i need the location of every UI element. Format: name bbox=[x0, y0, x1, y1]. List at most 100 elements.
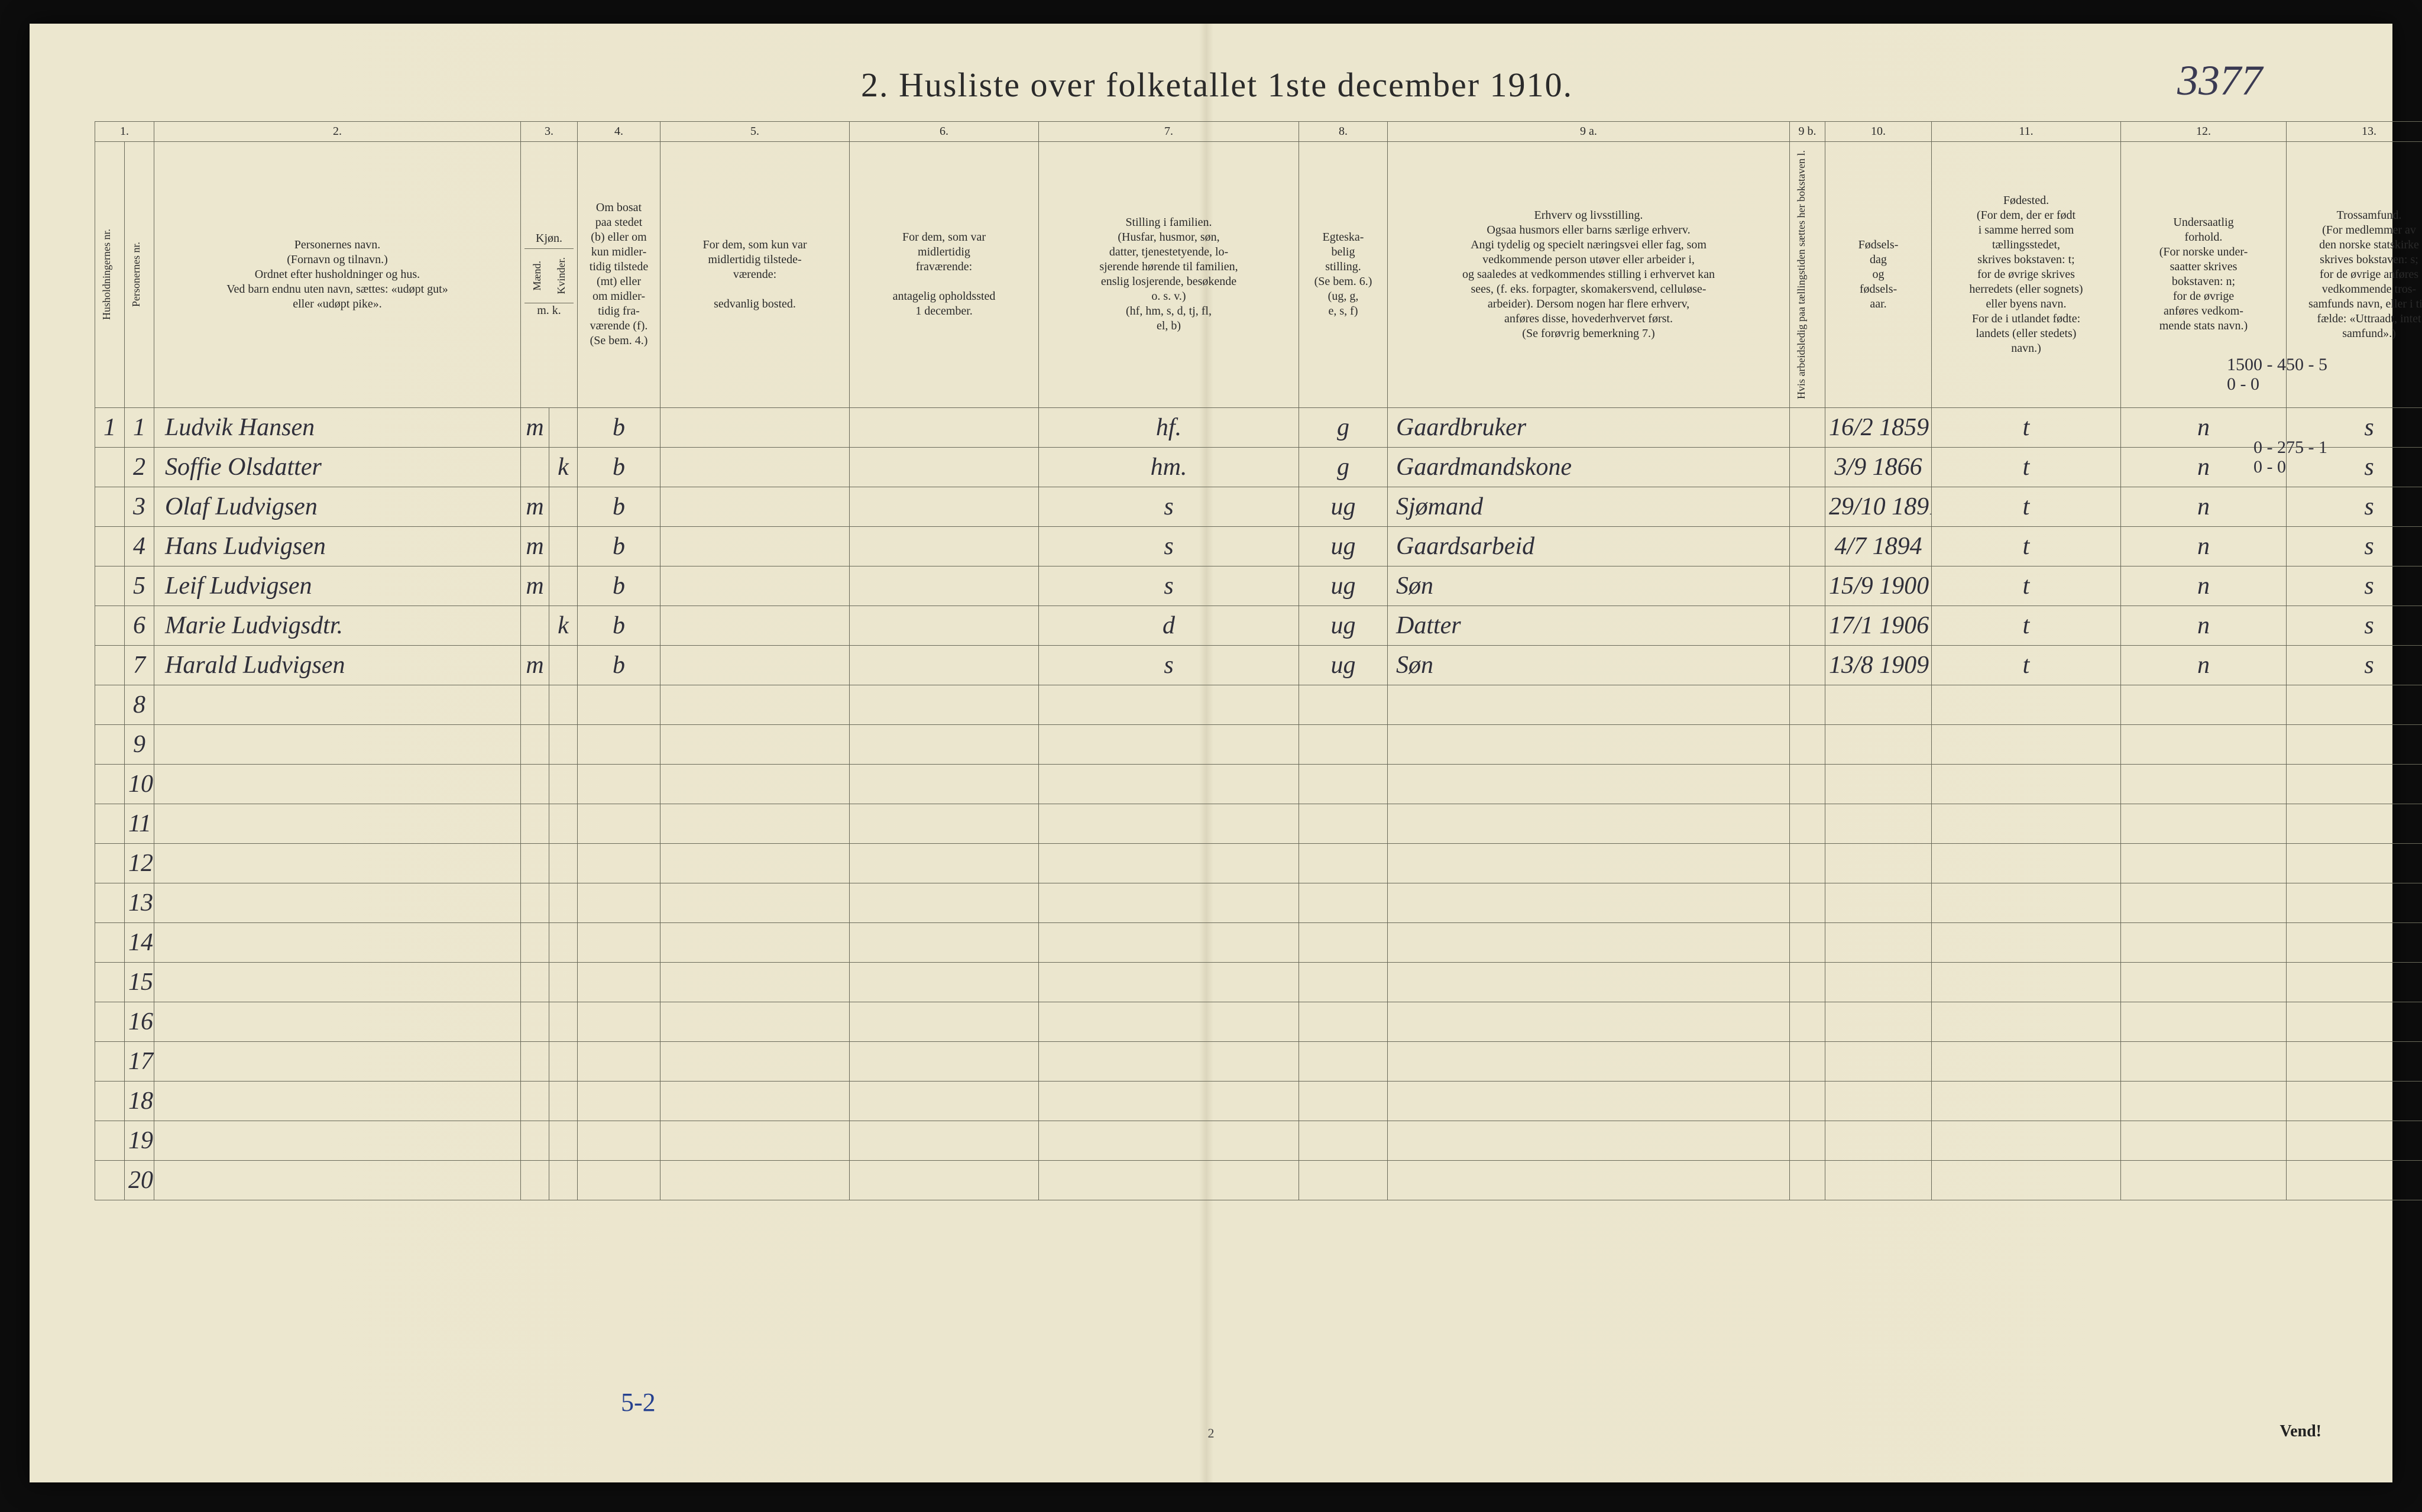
cell-marital bbox=[1299, 1002, 1388, 1041]
cell-name bbox=[154, 1160, 521, 1200]
colnum-3: 3. bbox=[521, 122, 578, 142]
cell-sex-k bbox=[549, 526, 578, 566]
head-hhnr: Husholdningernes nr. bbox=[95, 142, 125, 408]
cell-occupation bbox=[1388, 1002, 1790, 1041]
cell-name: Olaf Ludvigsen bbox=[154, 487, 521, 526]
cell-household-nr bbox=[95, 1002, 125, 1041]
cell-occupation bbox=[1388, 922, 1790, 962]
cell-sex-m bbox=[521, 1002, 549, 1041]
cell-household-nr bbox=[95, 724, 125, 764]
cell-residence bbox=[578, 883, 660, 922]
cell-unemployed bbox=[1790, 566, 1825, 606]
cell-temp-present bbox=[660, 526, 850, 566]
cell-sex-m: m bbox=[521, 526, 549, 566]
cell-name bbox=[154, 922, 521, 962]
cell-birthplace bbox=[1932, 1160, 2121, 1200]
cell-religion bbox=[2287, 764, 2422, 804]
cell-religion bbox=[2287, 1121, 2422, 1160]
cell-household-nr bbox=[95, 922, 125, 962]
cell-birth bbox=[1825, 1081, 1932, 1121]
colnum-13: 13. bbox=[2287, 122, 2422, 142]
cell-marital: ug bbox=[1299, 606, 1388, 645]
table-body: 11Ludvik Hansenmbhf.gGaardbruker16/2 185… bbox=[95, 407, 2422, 1200]
cell-nationality bbox=[2121, 1121, 2287, 1160]
cell-residence bbox=[578, 1160, 660, 1200]
cell-religion bbox=[2287, 962, 2422, 1002]
cell-sex-m: m bbox=[521, 645, 549, 685]
colnum-12: 12. bbox=[2121, 122, 2287, 142]
cell-person-nr: 19 bbox=[125, 1121, 154, 1160]
cell-sex-k bbox=[549, 843, 578, 883]
footer-page-number: 2 bbox=[1208, 1426, 1215, 1441]
cell-religion bbox=[2287, 1160, 2422, 1200]
cell-sex-k bbox=[549, 1002, 578, 1041]
cell-household-nr bbox=[95, 487, 125, 526]
table-row: 5Leif LudvigsenmbsugSøn15/9 1900tns bbox=[95, 566, 2422, 606]
cell-unemployed bbox=[1790, 487, 1825, 526]
cell-birth bbox=[1825, 922, 1932, 962]
cell-residence bbox=[578, 1081, 660, 1121]
cell-sex-k bbox=[549, 407, 578, 447]
cell-nationality bbox=[2121, 1041, 2287, 1081]
head-temp-present: For dem, som kun var midlertidig tilsted… bbox=[660, 142, 850, 408]
cell-sex-m bbox=[521, 843, 549, 883]
colnum-7: 7. bbox=[1039, 122, 1299, 142]
cell-temp-absent bbox=[850, 1041, 1039, 1081]
cell-unemployed bbox=[1790, 1081, 1825, 1121]
cell-person-nr: 7 bbox=[125, 645, 154, 685]
head-sex-m: Mænd. bbox=[529, 251, 545, 300]
cell-religion bbox=[2287, 724, 2422, 764]
cell-birthplace: t bbox=[1932, 645, 2121, 685]
cell-name: Marie Ludvigsdtr. bbox=[154, 606, 521, 645]
cell-residence bbox=[578, 804, 660, 843]
cell-birthplace: t bbox=[1932, 606, 2121, 645]
cell-religion bbox=[2287, 804, 2422, 843]
table-row: 8 bbox=[95, 685, 2422, 724]
cell-name: Leif Ludvigsen bbox=[154, 566, 521, 606]
cell-unemployed bbox=[1790, 843, 1825, 883]
cell-nationality bbox=[2121, 1160, 2287, 1200]
cell-occupation: Gaardmandskone bbox=[1388, 447, 1790, 487]
cell-person-nr: 16 bbox=[125, 1002, 154, 1041]
cell-person-nr: 20 bbox=[125, 1160, 154, 1200]
cell-birth bbox=[1825, 764, 1932, 804]
cell-temp-present bbox=[660, 407, 850, 447]
cell-household-nr bbox=[95, 645, 125, 685]
cell-name bbox=[154, 1041, 521, 1081]
cell-temp-absent bbox=[850, 1002, 1039, 1041]
cell-birth: 3/9 1866 bbox=[1825, 447, 1932, 487]
cell-name bbox=[154, 1121, 521, 1160]
cell-sex-m: m bbox=[521, 566, 549, 606]
table-row: 12 bbox=[95, 843, 2422, 883]
head-residence: Om bosat paa stedet (b) eller om kun mid… bbox=[578, 142, 660, 408]
cell-birth: 4/7 1894 bbox=[1825, 526, 1932, 566]
cell-nationality: n bbox=[2121, 606, 2287, 645]
cell-family-pos bbox=[1039, 1081, 1299, 1121]
cell-religion bbox=[2287, 1041, 2422, 1081]
cell-occupation bbox=[1388, 764, 1790, 804]
cell-religion bbox=[2287, 922, 2422, 962]
cell-temp-absent bbox=[850, 606, 1039, 645]
cell-temp-present bbox=[660, 1081, 850, 1121]
cell-marital: g bbox=[1299, 447, 1388, 487]
table-row: 10 bbox=[95, 764, 2422, 804]
cell-birthplace: t bbox=[1932, 566, 2121, 606]
cell-family-pos: s bbox=[1039, 645, 1299, 685]
cell-person-nr: 4 bbox=[125, 526, 154, 566]
colnum-5: 5. bbox=[660, 122, 850, 142]
cell-nationality bbox=[2121, 843, 2287, 883]
cell-family-pos bbox=[1039, 1002, 1299, 1041]
head-birthplace: Fødested. (For dem, der er født i samme … bbox=[1932, 142, 2121, 408]
cell-unemployed bbox=[1790, 804, 1825, 843]
table-row: 14 bbox=[95, 922, 2422, 962]
cell-marital bbox=[1299, 1081, 1388, 1121]
table-row: 11 bbox=[95, 804, 2422, 843]
cell-nationality: n bbox=[2121, 645, 2287, 685]
head-pnr: Personernes nr. bbox=[125, 142, 154, 408]
cell-birth bbox=[1825, 1160, 1932, 1200]
cell-household-nr bbox=[95, 447, 125, 487]
cell-family-pos bbox=[1039, 883, 1299, 922]
cell-birthplace bbox=[1932, 1081, 2121, 1121]
cell-sex-k: k bbox=[549, 606, 578, 645]
cell-religion: s bbox=[2287, 645, 2422, 685]
